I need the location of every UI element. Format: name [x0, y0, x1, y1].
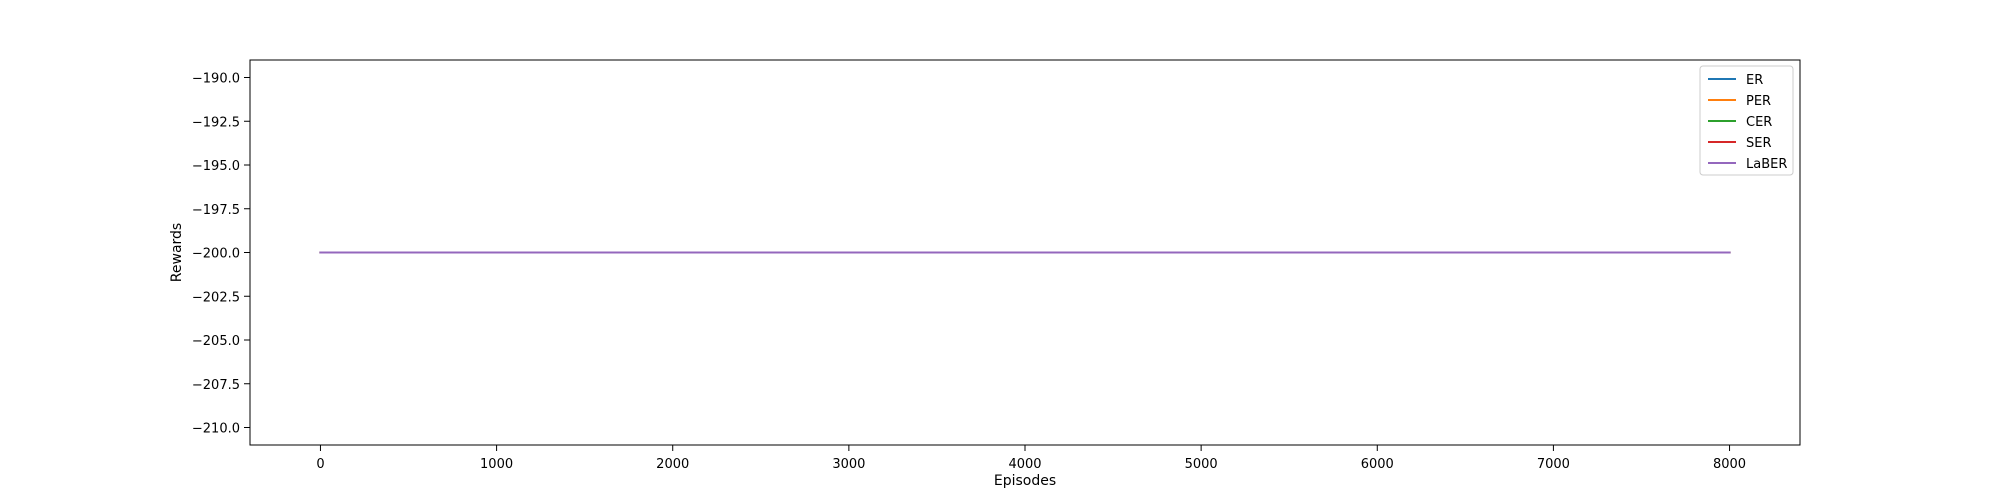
y-tick-label: −210.0	[192, 422, 240, 437]
legend-items: ER PER CER SER LaBER	[1708, 73, 1787, 172]
legend-label-per: PER	[1746, 94, 1771, 109]
y-tick-label: −202.5	[192, 290, 240, 305]
plot-area-frame	[249, 59, 1801, 446]
x-tick-label: 8000	[1713, 457, 1746, 472]
legend: ER PER CER SER LaBER	[1699, 65, 1794, 176]
y-tick-label: −190.0	[192, 72, 240, 87]
legend-label-cer: CER	[1746, 115, 1772, 130]
legend-box	[1699, 65, 1794, 176]
x-tick-label: 4000	[1008, 457, 1041, 472]
y-tick-label: −205.0	[192, 334, 240, 349]
x-tick-label: 3000	[832, 457, 865, 472]
y-axis-label: Rewards	[169, 223, 185, 282]
x-tick-label: 1000	[480, 457, 513, 472]
y-tick-label: −197.5	[192, 203, 240, 218]
y-tick-label: −207.5	[192, 378, 240, 393]
x-tick-label: 0	[316, 457, 324, 472]
x-tick-label: 2000	[656, 457, 689, 472]
legend-label-ser: SER	[1746, 136, 1772, 151]
legend-label-laber: LaBER	[1746, 157, 1787, 172]
x-axis-label: Episodes	[994, 473, 1056, 489]
y-tick-label: −192.5	[192, 115, 240, 130]
x-tick-label: 6000	[1361, 457, 1394, 472]
y-axis-ticks: −190.0 −192.5 −195.0 −197.5 −200.0 −202.5 −205…	[192, 72, 250, 437]
x-tick-label: 5000	[1185, 457, 1218, 472]
y-tick-label: −195.0	[192, 159, 240, 174]
y-tick-label: −200.0	[192, 247, 240, 262]
legend-label-er: ER	[1746, 73, 1763, 88]
x-tick-label: 7000	[1537, 457, 1570, 472]
x-axis-ticks: 0 1000 2000 3000 4000 5000 6000 7000 8000	[316, 445, 1746, 472]
